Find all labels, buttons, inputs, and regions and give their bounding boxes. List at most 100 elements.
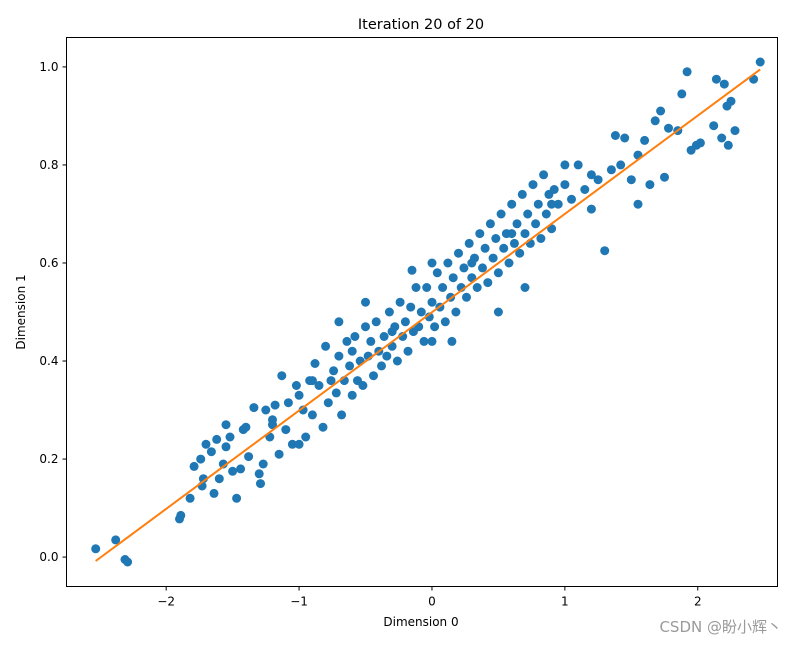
scatter-point [256, 479, 265, 489]
scatter-point [261, 405, 271, 415]
scatter-point [440, 317, 450, 327]
scatter-point [536, 234, 546, 243]
scatter-point [438, 283, 448, 292]
scatter-point [91, 544, 101, 554]
scatter-point [244, 452, 254, 462]
scatter-point [719, 79, 729, 89]
scatter-point [448, 273, 458, 283]
scatter-point [334, 317, 344, 327]
scatter-point [493, 307, 503, 317]
scatter-point [650, 116, 660, 126]
scatter-point [382, 351, 392, 361]
scatter-point [241, 422, 251, 432]
scatter-point [212, 434, 222, 444]
scatter-point [307, 376, 317, 386]
scatter-point [427, 336, 437, 346]
scatter-point [626, 175, 636, 185]
scatter-point [533, 199, 543, 209]
scatter-point [523, 209, 533, 219]
scatter-point [377, 361, 386, 371]
scatter-point [358, 381, 368, 390]
scatter-point [294, 390, 304, 400]
scatter-point [236, 464, 246, 474]
scatter-point [379, 332, 389, 341]
scatter-point [419, 336, 429, 346]
scatter-point [214, 474, 224, 484]
scatter-point [209, 488, 219, 498]
scatter-point [369, 371, 378, 381]
fit-line-layer [95, 68, 761, 562]
x-tick-label: 2 [694, 595, 702, 609]
scatter-point [472, 283, 482, 292]
scatter-point [411, 283, 421, 292]
scatter-point [111, 535, 121, 545]
scatter-point [677, 89, 687, 99]
scatter-point [547, 199, 557, 209]
scatter-point [656, 106, 666, 116]
scatter-point [480, 243, 490, 253]
scatter-point [726, 96, 736, 106]
scatter-point [633, 199, 643, 209]
scatter-point [553, 199, 563, 209]
scatter-point [447, 336, 457, 346]
scatter-point [709, 121, 719, 131]
scatter-point [507, 199, 517, 209]
scatter-point [507, 229, 517, 239]
scatter-point [488, 253, 498, 263]
scatter-point [541, 209, 551, 219]
x-tick-label: −1 [290, 595, 308, 609]
scatter-point [277, 371, 287, 381]
scatter-point [467, 258, 477, 268]
y-axis-label: Dimension 1 [14, 274, 28, 349]
scatter-point [406, 302, 416, 312]
y-axis-ticks: 0.0 0.2 0.4 0.6 0.8 1.0 [39, 60, 67, 564]
y-tick-label: 0.2 [39, 452, 58, 466]
scatter-point [198, 474, 208, 484]
y-tick-label: 0.4 [39, 354, 58, 368]
scatter-point [600, 246, 610, 256]
scatter-point [496, 209, 506, 219]
scatter-point [310, 359, 320, 368]
scatter-point [606, 165, 616, 175]
scatter-point [459, 263, 469, 273]
scatter-point [274, 449, 284, 459]
scatter-point [586, 170, 596, 180]
scatter-point [395, 297, 405, 307]
scatter-point [218, 459, 228, 469]
scatter-point [287, 439, 297, 449]
scatter-point [329, 366, 339, 376]
scatter-point [201, 439, 211, 449]
scatter-point [430, 322, 440, 332]
scatter-point [350, 332, 360, 341]
scatter-point [232, 493, 242, 503]
scatter-point [326, 376, 336, 386]
scatter-point [711, 74, 721, 84]
fit-line [95, 68, 761, 562]
scatter-point [512, 219, 522, 229]
scatter-points [91, 57, 765, 567]
scatter-point [464, 238, 474, 248]
scatter-point [314, 381, 324, 390]
scatter-point [580, 185, 590, 194]
y-tick-label: 0.0 [39, 550, 58, 564]
x-tick-label: −2 [157, 595, 175, 609]
scatter-point [323, 398, 333, 408]
scatter-point [517, 189, 527, 199]
scatter-point [361, 297, 370, 307]
scatter-point [645, 180, 655, 190]
y-tick-label: 0.6 [39, 256, 58, 270]
y-tick-label: 0.8 [39, 158, 58, 172]
chart-title: Iteration 20 of 20 [358, 17, 484, 33]
scatter-point [254, 469, 264, 479]
scatter-point [221, 420, 231, 430]
scatter-point [593, 175, 603, 185]
scatter-point [451, 307, 461, 317]
scatter-point [268, 415, 277, 425]
scatter-point [454, 248, 463, 258]
scatter-point [549, 185, 559, 194]
scatter-point [398, 332, 408, 341]
scatter-point [560, 160, 570, 170]
scatter-point [176, 510, 186, 520]
scatter-point [196, 454, 206, 464]
